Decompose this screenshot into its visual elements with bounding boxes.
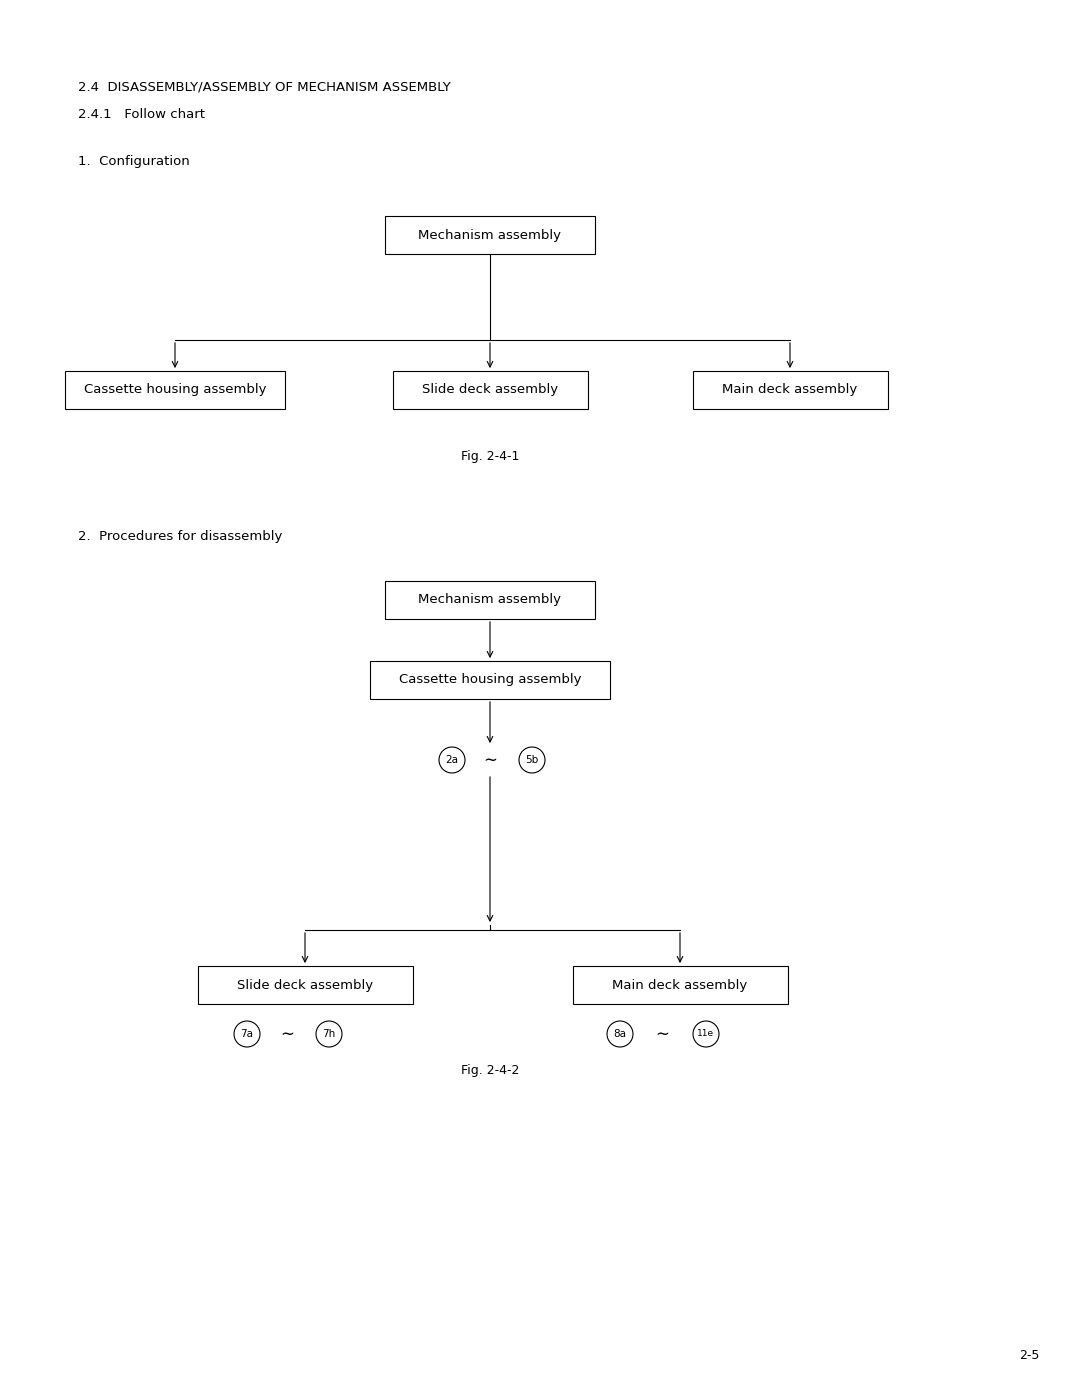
Text: Cassette housing assembly: Cassette housing assembly: [84, 384, 267, 397]
Text: 5b: 5b: [525, 754, 539, 766]
Text: Mechanism assembly: Mechanism assembly: [419, 594, 562, 606]
Text: Main deck assembly: Main deck assembly: [612, 978, 747, 992]
Text: ∼: ∼: [656, 1025, 669, 1044]
Text: 1.  Configuration: 1. Configuration: [78, 155, 190, 168]
Text: Fig. 2-4-1: Fig. 2-4-1: [461, 450, 519, 462]
Bar: [692, 372, 888, 409]
Text: ∼: ∼: [280, 1025, 294, 1044]
Text: 2.4.1   Follow chart: 2.4.1 Follow chart: [78, 108, 205, 122]
Bar: [384, 217, 595, 254]
Text: 2.  Procedures for disassembly: 2. Procedures for disassembly: [78, 529, 282, 543]
Bar: [392, 372, 588, 409]
Text: Mechanism assembly: Mechanism assembly: [419, 229, 562, 242]
Text: 7h: 7h: [322, 1030, 336, 1039]
Text: 2.4  DISASSEMBLY/ASSEMBLY OF MECHANISM ASSEMBLY: 2.4 DISASSEMBLY/ASSEMBLY OF MECHANISM AS…: [78, 80, 450, 94]
Text: Main deck assembly: Main deck assembly: [723, 384, 858, 397]
Text: 7a: 7a: [241, 1030, 254, 1039]
Text: 11e: 11e: [698, 1030, 715, 1038]
Bar: [65, 372, 285, 409]
Text: Slide deck assembly: Slide deck assembly: [422, 384, 558, 397]
Text: Fig. 2-4-2: Fig. 2-4-2: [461, 1065, 519, 1077]
Text: ∼: ∼: [483, 752, 497, 768]
Text: 8a: 8a: [613, 1030, 626, 1039]
Bar: [384, 581, 595, 619]
Bar: [370, 661, 610, 698]
Text: 2-5: 2-5: [1020, 1350, 1040, 1362]
Text: Cassette housing assembly: Cassette housing assembly: [399, 673, 581, 686]
Text: Slide deck assembly: Slide deck assembly: [237, 978, 373, 992]
Bar: [572, 965, 787, 1004]
Bar: [198, 965, 413, 1004]
Text: 2a: 2a: [446, 754, 459, 766]
